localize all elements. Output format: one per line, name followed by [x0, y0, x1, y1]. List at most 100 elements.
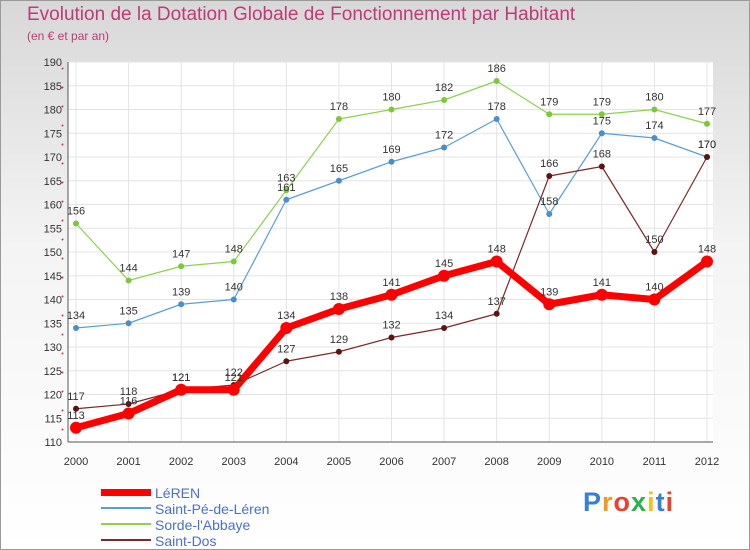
series-3-point-2008 — [490, 255, 503, 268]
y-axis-dash — [61, 143, 64, 146]
series-2-label-2007: 134 — [435, 310, 453, 322]
y-axis-dash — [61, 314, 64, 317]
series-2-label-2000: 117 — [67, 391, 85, 403]
y-tick-label-130: 130 — [44, 342, 62, 354]
series-0-label-2010: 179 — [593, 96, 611, 108]
series-3-point-2011 — [648, 293, 661, 306]
y-tick-label-135: 135 — [44, 318, 62, 330]
y-tick-label-125: 125 — [44, 366, 62, 378]
series-1-point-2000 — [73, 325, 79, 331]
y-tick-label-190: 190 — [44, 57, 62, 69]
series-0-point-2012 — [704, 120, 710, 127]
legend-swatch-leren — [101, 488, 151, 496]
series-1-point-2001 — [125, 320, 132, 327]
series-3-point-2010 — [595, 288, 608, 301]
series-3-label-2008: 148 — [487, 244, 505, 256]
series-3-point-2003 — [227, 383, 240, 396]
series-0-label-2000: 156 — [67, 206, 85, 218]
grid-layer — [68, 61, 713, 443]
series-0-point-2002 — [178, 263, 185, 270]
series-3-point-2002 — [175, 383, 188, 396]
logo-letter: t — [655, 487, 666, 517]
series-2-point-2000 — [73, 405, 79, 412]
series-2-label-2009: 166 — [540, 158, 558, 170]
series-3-label-2005: 138 — [330, 291, 348, 303]
y-axis-dash — [61, 295, 64, 298]
series-1-label-2009: 158 — [540, 196, 558, 208]
y-axis-dash — [61, 428, 64, 431]
series-3-label-2000: 113 — [67, 410, 85, 422]
series-1-label-2012: 170 — [698, 139, 716, 151]
series-3-point-2007 — [438, 269, 451, 282]
y-tick-label-110: 110 — [44, 437, 62, 449]
series-0-label-2012: 177 — [698, 106, 716, 118]
y-axis-dash — [61, 105, 64, 108]
series-2-point-2011 — [651, 249, 658, 255]
series-0-point-2005 — [335, 116, 342, 122]
y-tick-label-150: 150 — [44, 247, 62, 259]
series-1-label-2000: 134 — [67, 310, 85, 322]
series-1-label-2007: 172 — [435, 130, 453, 142]
series-2-point-2009 — [546, 173, 553, 179]
series-2-label-2010: 168 — [593, 149, 611, 161]
y-axis-dash — [61, 371, 64, 374]
y-axis-dash — [61, 200, 64, 203]
series-1-label-2003: 140 — [225, 282, 243, 294]
series-layer — [70, 78, 713, 434]
series-1-label-2005: 165 — [330, 163, 348, 175]
y-tick-label-180: 180 — [44, 105, 62, 117]
series-2-label-2012: 170 — [698, 139, 716, 151]
logo-letter: o — [613, 487, 632, 517]
y-axis-dash — [61, 181, 64, 184]
series-0-point-2009 — [546, 111, 553, 118]
y-axis-dash — [61, 86, 64, 89]
series-1-point-2002 — [178, 301, 185, 308]
x-tick-label-2003: 2003 — [222, 456, 246, 468]
x-tick-label-2011: 2011 — [643, 456, 667, 468]
series-3-label-2007: 145 — [435, 258, 453, 270]
series-1-label-2001: 135 — [119, 305, 137, 317]
legend-swatch-saint-dos — [101, 539, 151, 541]
series-1-label-2008: 178 — [487, 101, 505, 113]
y-tick-label-115: 115 — [44, 413, 62, 425]
series-1-point-2008 — [493, 116, 500, 122]
series-0-label-2007: 182 — [435, 82, 453, 94]
x-tick-label-2010: 2010 — [590, 456, 614, 468]
y-axis-dash — [61, 257, 64, 260]
series-0-label-2011: 180 — [645, 92, 663, 104]
series-3-label-2004: 134 — [277, 310, 295, 322]
series-2-point-2012 — [704, 154, 710, 160]
series-0-label-2005: 178 — [330, 101, 348, 113]
y-tick-label-165: 165 — [44, 176, 62, 188]
series-2-point-2010 — [598, 163, 605, 170]
y-axis-dash — [61, 162, 64, 165]
series-3-label-2009: 139 — [540, 286, 558, 298]
series-0-point-2003 — [230, 258, 237, 265]
data-label-layer: 156 144 147 148 163 178 180 182 186 179 179 180 177 1… — [67, 63, 716, 422]
series-1-point-2011 — [651, 135, 658, 141]
x-tick-label-2006: 2006 — [379, 456, 403, 468]
y-axis-dash — [61, 219, 64, 222]
x-tick-label-2012: 2012 — [695, 456, 719, 468]
logo-letter: i — [647, 487, 656, 517]
series-2-label-2006: 132 — [382, 320, 400, 332]
series-1-label-2010: 175 — [593, 115, 611, 127]
series-3-label-2003: 121 — [225, 372, 243, 384]
logo-letter: x — [631, 487, 648, 517]
series-3-label-2001: 116 — [120, 396, 138, 408]
series-2-point-2001 — [125, 401, 132, 407]
series-2-label-2001: 118 — [120, 386, 138, 398]
series-1-point-2004 — [283, 196, 290, 203]
series-3-label-2006: 141 — [382, 277, 400, 289]
series-0-point-2011 — [651, 106, 658, 113]
legend-label-sorde-l-abbaye: Sorde-l'Abbaye — [155, 517, 251, 533]
series-2-label-2008: 137 — [487, 296, 505, 308]
series-3-point-2009 — [543, 298, 556, 311]
series-0-point-2006 — [388, 106, 395, 113]
legend-label-saint-pe-de-leren: Saint-Pé-de-Léren — [155, 501, 270, 517]
series-1-label-2004: 161 — [277, 182, 295, 194]
y-axis-dash — [61, 333, 64, 336]
series-1-point-2006 — [388, 158, 395, 165]
